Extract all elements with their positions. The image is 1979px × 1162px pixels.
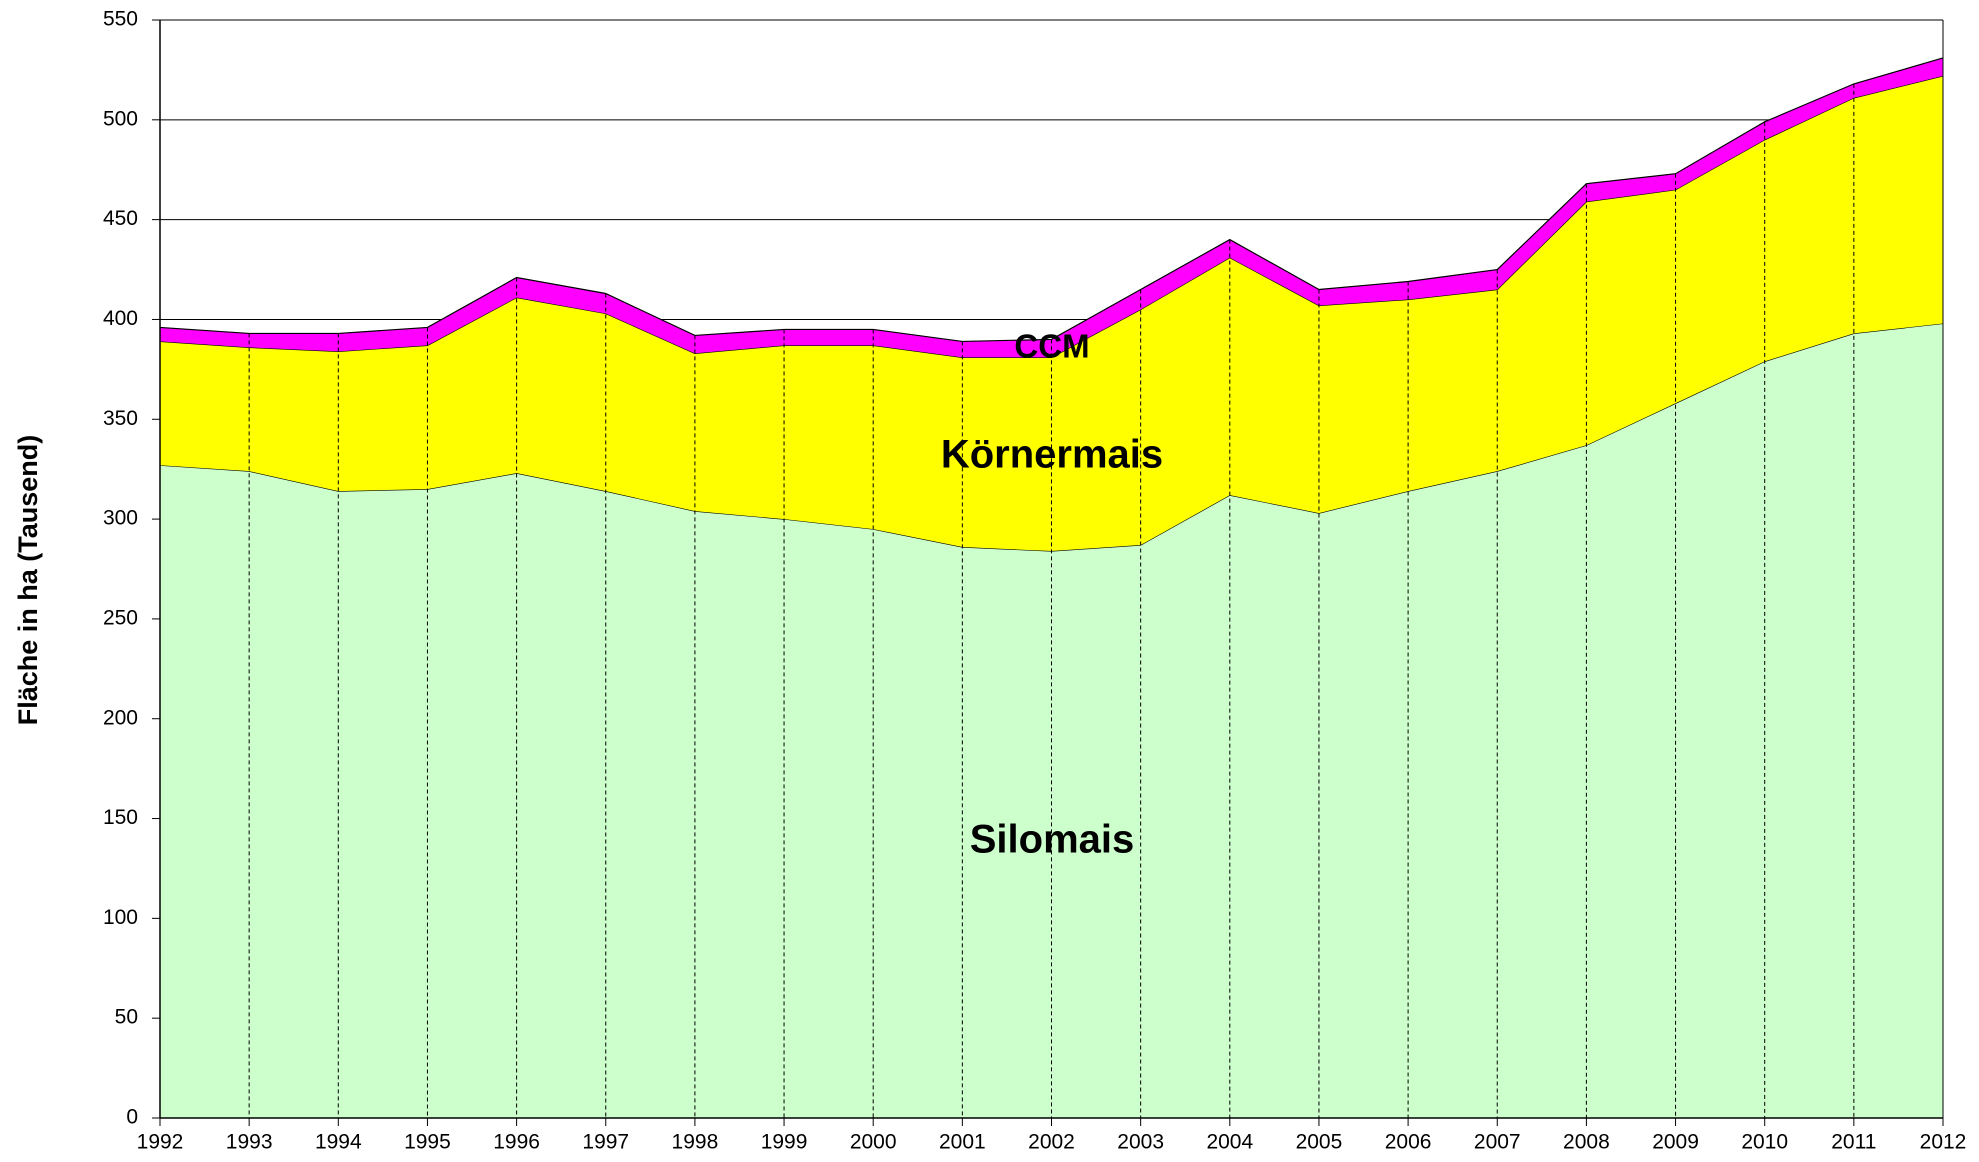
x-tick-label: 1993 [226,1131,273,1154]
y-axis-title: Fläche in ha (Tausend) [13,435,43,726]
x-tick-label: 1995 [404,1131,451,1154]
x-tick-label: 2007 [1474,1131,1521,1154]
y-tick-label: 100 [103,906,138,929]
area [160,57,1943,358]
x-tick-label: 2010 [1741,1131,1788,1154]
y-tick-label: 0 [126,1106,138,1129]
y-tick-label: 250 [103,606,138,629]
x-tick-label: 1994 [315,1131,362,1154]
series-label: Körnermais [941,433,1163,477]
y-tick-label: 400 [103,307,138,330]
x-tick-label: 2004 [1206,1131,1253,1154]
area-outline [159,57,1944,343]
x-tick-label: 2008 [1563,1131,1610,1154]
x-tick-label: 2002 [1028,1131,1075,1154]
x-tick-label: 1997 [582,1131,629,1154]
x-tick-label: 2006 [1385,1131,1432,1154]
y-tick-label: 200 [103,706,138,729]
series-label: Silomais [970,818,1135,862]
x-tick-label: 2011 [1831,1131,1876,1154]
y-tick-label: 450 [103,207,138,230]
y-tick-label: 50 [115,1006,138,1029]
x-tick-label: 2003 [1117,1131,1164,1154]
x-tick-label: 2012 [1920,1131,1967,1154]
y-tick-label: 550 [103,8,138,31]
x-tick-label: 1992 [137,1131,184,1154]
y-tick-label: 500 [103,107,138,130]
x-tick-label: 2000 [850,1131,897,1154]
x-tick-label: 2009 [1652,1131,1699,1154]
series-label: CCM [1014,328,1089,365]
x-tick-label: 1996 [493,1131,540,1154]
x-tick-label: 1999 [761,1131,808,1154]
y-tick-label: 300 [103,507,138,530]
x-tick-label: 1998 [672,1131,719,1154]
x-tick-label: 2005 [1296,1131,1343,1154]
y-tick-label: 150 [103,806,138,829]
y-tick-label: 350 [103,407,138,430]
x-tick-label: 2001 [939,1131,986,1154]
